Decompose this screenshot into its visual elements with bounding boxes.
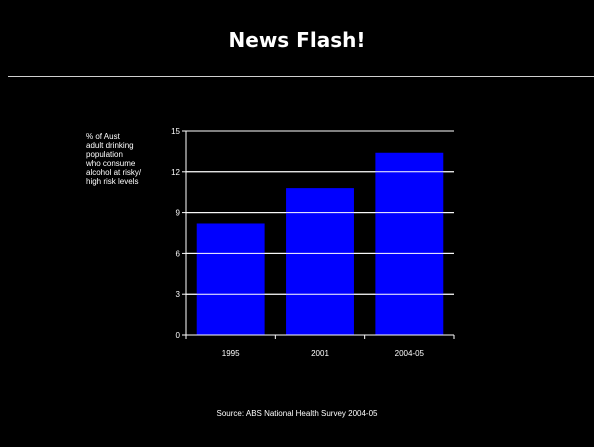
title-divider: [8, 76, 594, 77]
y-tick-label: 3: [176, 290, 181, 299]
y-axis-label: % of Aust adult drinking population who …: [86, 132, 142, 186]
x-tick-label: 1995: [222, 349, 240, 358]
slide-title: News Flash!: [228, 28, 366, 52]
y-tick-label: 0: [176, 331, 181, 340]
source-caption: Source: ABS National Health Survey 2004-…: [216, 409, 378, 418]
bar-2001: [286, 188, 354, 335]
x-tick-label: 2001: [311, 349, 329, 358]
y-tick-label: 9: [176, 209, 181, 218]
y-tick-label: 15: [171, 127, 180, 136]
y-tick-label: 6: [176, 249, 181, 258]
bar-2004-05: [375, 152, 444, 335]
y-tick-label: 12: [171, 168, 180, 177]
x-tick-label: 2004-05: [395, 349, 425, 358]
bar-1995: [196, 223, 265, 335]
